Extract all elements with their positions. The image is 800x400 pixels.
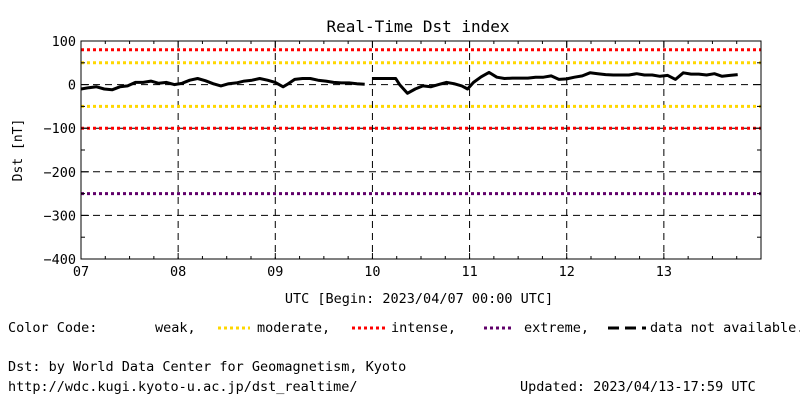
- x-tick-label: 09: [267, 264, 283, 280]
- y-tick-label: −300: [43, 208, 76, 224]
- legend-intense-label: intense,: [391, 320, 457, 336]
- y-tick-label: −100: [43, 121, 76, 137]
- footer-source: Dst: by World Data Center for Geomagneti…: [8, 359, 407, 375]
- y-axis-label: Dst [nT]: [11, 119, 26, 182]
- legend-extreme-label: extreme,: [524, 320, 590, 336]
- y-tick-label: 0: [68, 78, 76, 94]
- x-tick-label: 13: [656, 264, 672, 280]
- y-tick-label: −200: [43, 165, 76, 181]
- legend-moderate-label: moderate,: [257, 320, 331, 336]
- x-tick-label: 10: [364, 264, 380, 280]
- legend-weak-label: weak,: [155, 320, 196, 336]
- footer-updated: Updated: 2023/04/13-17:59 UTC: [520, 379, 756, 395]
- dst-series-line: [372, 70, 738, 95]
- y-tick-label: −400: [43, 252, 76, 268]
- dst-series-line: [80, 77, 365, 92]
- footer-url-link[interactable]: http://wdc.kugi.kyoto-u.ac.jp/dst_realti…: [8, 379, 358, 395]
- plot-area: 07 08 09 10 11 12 13 100 0 −100 −200 −300 −400: [43, 34, 762, 280]
- chart-title: Real-Time Dst index: [326, 17, 509, 36]
- y-tick-label: 100: [52, 34, 76, 50]
- plot-frame: [80, 40, 762, 260]
- x-tick-label: 11: [461, 264, 477, 280]
- x-axis-label: UTC [Begin: 2023/04/07 00:00 UTC]: [285, 291, 553, 307]
- legend-color-code-label: Color Code:: [8, 320, 98, 336]
- legend-not-available-label: data not available.: [650, 320, 800, 336]
- x-tick-label: 08: [170, 264, 186, 280]
- x-tick-label: 12: [559, 264, 575, 280]
- x-tick-label: 07: [73, 264, 89, 280]
